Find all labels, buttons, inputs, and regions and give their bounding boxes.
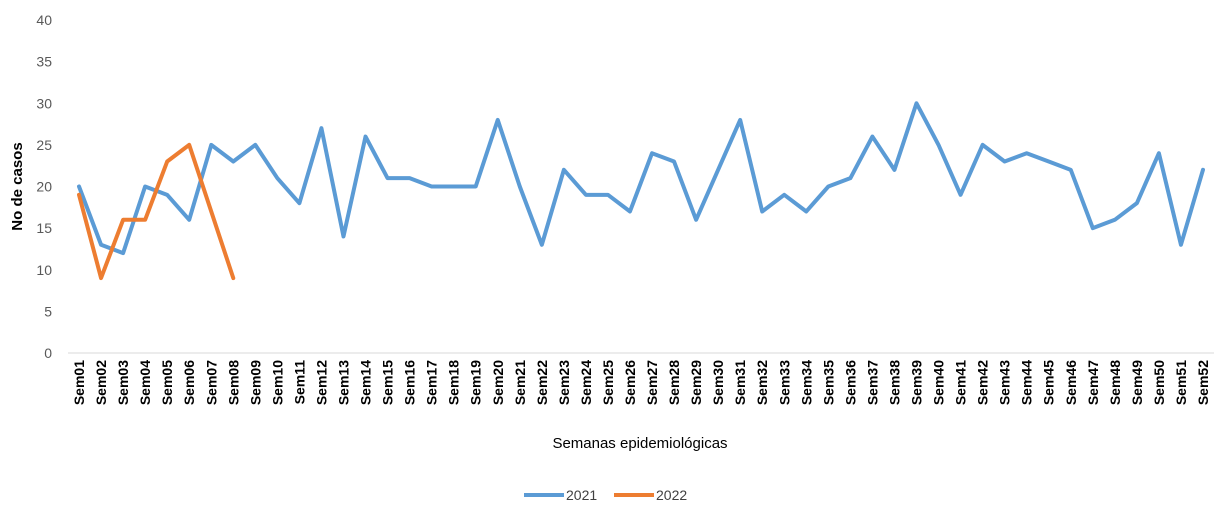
y-tick-label: 0 — [44, 345, 52, 361]
x-tick-label: Sem13 — [335, 360, 351, 405]
x-tick-label: Sem32 — [754, 360, 770, 405]
x-tick-label: Sem39 — [908, 360, 924, 405]
x-tick-label: Sem45 — [1041, 360, 1057, 405]
x-tick-label: Sem10 — [269, 360, 285, 405]
x-tick-label: Sem29 — [688, 360, 704, 405]
y-tick-label: 10 — [36, 262, 52, 278]
x-tick-label: Sem20 — [490, 360, 506, 405]
x-tick-label: Sem25 — [600, 360, 616, 405]
x-tick-label: Sem34 — [798, 360, 814, 405]
x-tick-label: Sem12 — [313, 360, 329, 405]
x-tick-label: Sem08 — [225, 360, 241, 405]
x-tick-label: Sem01 — [71, 360, 87, 405]
x-tick-label: Sem37 — [864, 360, 880, 405]
x-tick-label: Sem15 — [380, 360, 396, 405]
x-tick-label: Sem31 — [732, 360, 748, 405]
y-tick-label: 15 — [36, 220, 52, 236]
x-tick-label: Sem26 — [622, 360, 638, 405]
series-layer — [77, 101, 1205, 281]
x-tick-label: Sem40 — [931, 360, 947, 405]
y-tick-label: 5 — [44, 303, 52, 319]
x-tick-label: Sem49 — [1129, 360, 1145, 405]
x-tick-label: Sem21 — [512, 360, 528, 405]
x-tick-label: Sem43 — [997, 360, 1013, 405]
y-tick-label: 35 — [36, 54, 52, 70]
legend-label-2021: 2021 — [566, 487, 597, 503]
x-tick-label: Sem47 — [1085, 360, 1101, 405]
x-tick-label: Sem27 — [644, 360, 660, 405]
legend-label-2022: 2022 — [656, 487, 687, 503]
x-axis-ticks: Sem01 Sem02 Sem03 Sem04 Sem05 Sem06 Sem07 Sem08… — [71, 360, 1211, 405]
series-line-2021 — [77, 101, 1205, 256]
x-axis-title: Semanas epidemiológicas — [552, 435, 727, 452]
x-tick-label: Sem28 — [666, 360, 682, 405]
x-tick-label: Sem23 — [556, 360, 572, 405]
x-tick-label: Sem03 — [115, 360, 131, 405]
x-tick-label: Sem04 — [137, 360, 153, 405]
x-tick-label: Sem44 — [1019, 360, 1035, 405]
x-tick-label: Sem14 — [358, 360, 374, 405]
x-tick-label: Sem05 — [159, 360, 175, 405]
series-line-2022 — [77, 142, 236, 281]
x-tick-label: Sem38 — [886, 360, 902, 405]
y-tick-label: 40 — [36, 12, 52, 28]
y-axis-ticks: 0 5 10 15 20 25 30 35 40 — [36, 12, 52, 361]
x-tick-label: Sem06 — [181, 360, 197, 405]
x-tick-label: Sem48 — [1107, 360, 1123, 405]
x-tick-label: Sem33 — [776, 360, 792, 405]
y-axis-title: No de casos — [9, 142, 26, 230]
x-tick-label: Sem09 — [247, 360, 263, 405]
x-tick-label: Sem07 — [203, 360, 219, 405]
x-tick-label: Sem46 — [1063, 360, 1079, 405]
legend: 2021 2022 — [524, 487, 687, 503]
x-tick-label: Sem22 — [534, 360, 550, 405]
y-tick-label: 30 — [36, 95, 52, 111]
x-tick-label: Sem36 — [842, 360, 858, 405]
x-tick-label: Sem17 — [424, 360, 440, 405]
x-tick-label: Sem52 — [1195, 360, 1211, 405]
x-tick-label: Sem19 — [468, 360, 484, 405]
x-tick-label: Sem24 — [578, 360, 594, 405]
x-tick-label: Sem42 — [975, 360, 991, 405]
y-tick-label: 25 — [36, 137, 52, 153]
x-tick-label: Sem02 — [93, 360, 109, 405]
x-tick-label: Sem41 — [953, 360, 969, 405]
x-tick-label: Sem11 — [291, 360, 307, 405]
x-tick-label: Sem50 — [1151, 360, 1167, 405]
x-tick-label: Sem30 — [710, 360, 726, 405]
x-tick-label: Sem16 — [402, 360, 418, 405]
x-tick-label: Sem51 — [1173, 360, 1189, 405]
x-tick-label: Sem18 — [446, 360, 462, 405]
y-tick-label: 20 — [36, 179, 52, 195]
x-tick-label: Sem35 — [820, 360, 836, 405]
